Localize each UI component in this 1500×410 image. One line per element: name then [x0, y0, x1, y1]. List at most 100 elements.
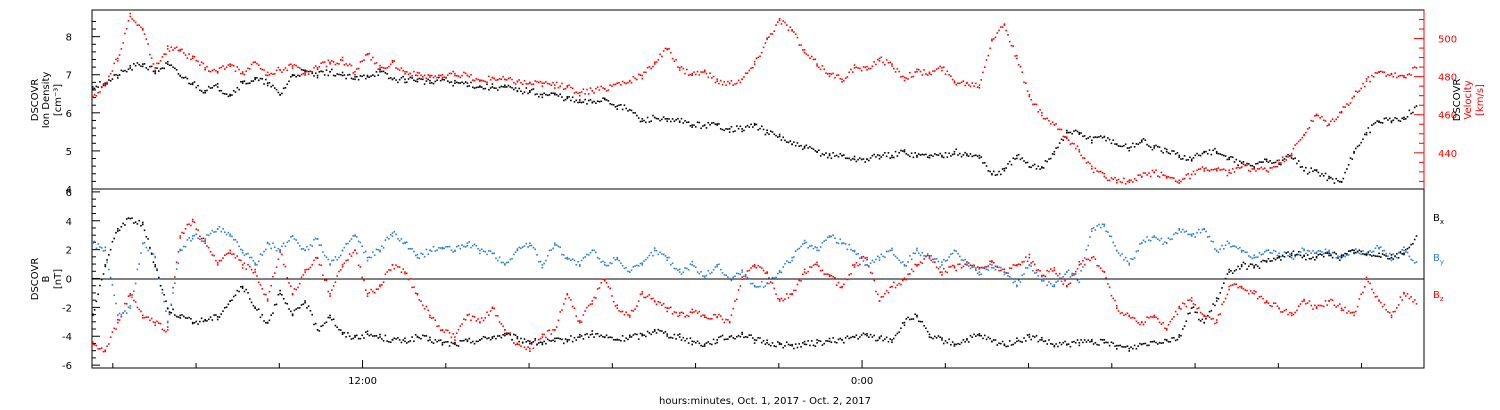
bx-point: [1069, 345, 1072, 348]
bz-point: [1066, 285, 1068, 288]
velocity-point: [536, 80, 538, 83]
bz-point: [1294, 311, 1296, 314]
density-point: [1371, 124, 1373, 126]
density-point: [511, 86, 513, 89]
bx-point: [1189, 312, 1191, 314]
bz-point: [1024, 256, 1027, 258]
density-point: [1110, 142, 1113, 145]
density-point: [662, 116, 665, 118]
velocity-point: [307, 73, 310, 75]
density-point: [682, 122, 685, 124]
density-point: [279, 93, 281, 96]
bx-point: [639, 332, 642, 335]
density-point: [1165, 150, 1168, 153]
bz-point: [1217, 314, 1220, 316]
by-point: [787, 261, 790, 264]
density-point: [832, 151, 834, 154]
velocity-point: [636, 78, 638, 81]
velocity-point: [1271, 167, 1273, 169]
by-point: [860, 255, 863, 258]
velocity-point: [1112, 178, 1115, 180]
bx-point: [950, 343, 952, 346]
bz-point: [789, 293, 792, 295]
velocity-point: [1301, 136, 1304, 139]
velocity-point: [555, 81, 558, 84]
by-point: [252, 259, 255, 262]
velocity-point: [1281, 156, 1284, 159]
bx-point: [1378, 252, 1380, 255]
bz-point: [1412, 300, 1414, 303]
density-point: [1153, 147, 1156, 149]
bx-point: [464, 338, 467, 341]
density-point: [1001, 168, 1004, 170]
by-point: [277, 247, 280, 250]
bx-point: [958, 343, 961, 346]
bottom-left-title-line3: [nT]: [53, 269, 64, 289]
density-point: [570, 99, 572, 102]
by-point: [382, 247, 385, 249]
bx-point: [810, 340, 813, 342]
density-point: [960, 155, 963, 158]
bz-point: [950, 265, 952, 268]
bx-point: [218, 316, 221, 318]
velocity-point: [678, 67, 681, 69]
density-point: [1108, 138, 1111, 141]
velocity-point: [559, 85, 561, 88]
bx-point: [345, 336, 347, 338]
bx-point: [263, 320, 265, 322]
bx-point: [1198, 318, 1200, 321]
density-point: [1378, 120, 1380, 123]
bx-point: [832, 337, 834, 339]
bx-point: [1155, 341, 1157, 344]
by-point: [1255, 256, 1257, 259]
bz-point: [1007, 272, 1009, 274]
velocity-point: [985, 59, 988, 61]
velocity-point: [241, 71, 244, 73]
bz-point: [1069, 282, 1072, 285]
bz-point: [250, 268, 253, 271]
bx-point: [1365, 253, 1368, 256]
bx-point: [297, 307, 299, 309]
density-point: [1055, 147, 1057, 149]
bz-point: [1108, 286, 1111, 289]
velocity-point: [463, 71, 465, 74]
by-point: [1224, 244, 1227, 247]
velocity-point: [780, 23, 783, 25]
bx-point: [548, 339, 551, 342]
bx-point: [174, 314, 176, 316]
by-point: [156, 267, 158, 270]
by-point: [1388, 252, 1391, 255]
velocity-point: [1033, 103, 1036, 106]
bz-point: [1117, 310, 1120, 312]
density-point: [331, 68, 333, 71]
by-point: [534, 248, 537, 251]
density-point: [537, 95, 540, 98]
bz-point: [291, 292, 294, 295]
density-point: [755, 123, 758, 126]
velocity-point: [934, 70, 936, 72]
by-point: [707, 269, 710, 272]
bz-point: [1103, 271, 1106, 273]
bx-point: [445, 341, 447, 343]
density-point: [1078, 133, 1081, 136]
density-point: [1340, 181, 1343, 183]
density-point: [957, 154, 959, 156]
bz-point: [1297, 305, 1300, 308]
bx-point: [1123, 346, 1125, 348]
velocity-point: [256, 62, 258, 65]
velocity-point: [903, 76, 906, 79]
bz-point: [703, 316, 706, 318]
density-point: [307, 70, 310, 73]
by-point: [1101, 223, 1104, 226]
bz-point: [1091, 256, 1093, 259]
density-point: [693, 124, 695, 126]
bz-point: [500, 323, 503, 325]
by-point: [566, 256, 569, 259]
bz-point: [202, 237, 205, 240]
by-point: [1053, 284, 1056, 286]
bx-point: [363, 337, 365, 339]
density-point: [520, 90, 522, 93]
velocity-point: [482, 80, 485, 82]
bx-point: [434, 338, 437, 341]
